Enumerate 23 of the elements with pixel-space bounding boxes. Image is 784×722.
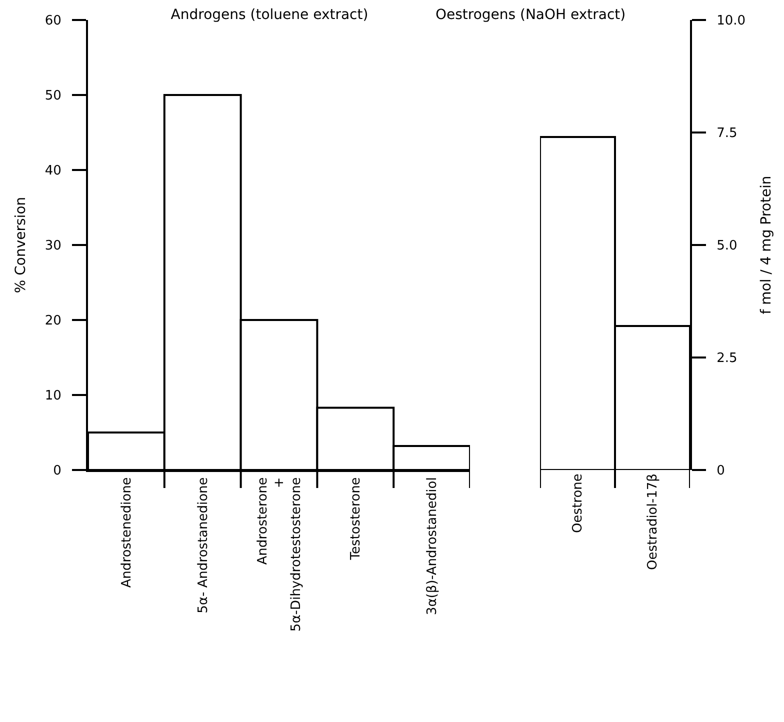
y-tick-label: 7.5 (716, 126, 738, 142)
y-tick-label: 50 (44, 88, 62, 104)
chart-title: Androgens (toluene extract) (170, 6, 368, 23)
x-tick-label: Oestradiol-17β (646, 474, 661, 570)
y-axis-title: % Conversion (12, 196, 29, 294)
y-tick-label: 10.0 (716, 14, 746, 29)
chart-title: Oestrogens (NaOH extract) (435, 6, 626, 23)
y-tick-label: 10 (44, 388, 62, 404)
x-tick-label: Oestrone (570, 474, 586, 533)
y-tick-label: 30 (44, 238, 62, 254)
y-tick-label: 0 (716, 464, 725, 479)
x-tick-label: Androsterone + 5α-Dihydrotestosterone (255, 477, 304, 632)
y-tick-label: 0 (53, 464, 62, 479)
y-tick-label: 2.5 (716, 351, 738, 366)
y-tick-label: 40 (44, 164, 62, 179)
y-tick-label: 20 (44, 314, 62, 329)
y-tick-label: 5.0 (716, 238, 738, 254)
y-axis-title: f mol / 4 mg Protein (758, 176, 774, 314)
x-tick-label: 3α(β)-Androstanediol (425, 477, 440, 616)
x-tick-label: Androstenedione (119, 477, 134, 588)
x-tick-label: 5α- Androstanedione (196, 477, 211, 614)
y-tick-label: 60 (44, 14, 62, 29)
x-tick-label: Testosterone (348, 477, 364, 561)
